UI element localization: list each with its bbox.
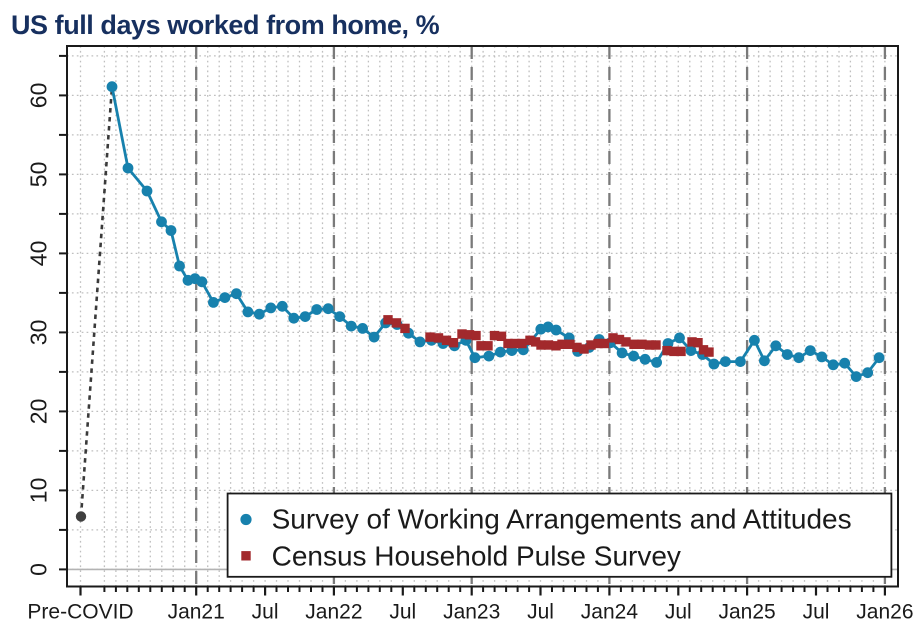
svg-text:US full days worked from home,: US full days worked from home, % bbox=[11, 10, 440, 40]
svg-text:Jan24: Jan24 bbox=[581, 601, 639, 624]
svg-text:Jan23: Jan23 bbox=[443, 601, 500, 624]
svg-text:Jul: Jul bbox=[665, 601, 692, 624]
svg-text:Jul: Jul bbox=[389, 601, 416, 624]
svg-text:Pre-COVID: Pre-COVID bbox=[27, 601, 133, 624]
svg-text:50: 50 bbox=[26, 162, 52, 188]
svg-text:40: 40 bbox=[26, 241, 52, 267]
svg-text:20: 20 bbox=[26, 399, 52, 425]
svg-text:60: 60 bbox=[26, 83, 52, 109]
svg-text:Jan25: Jan25 bbox=[718, 601, 775, 624]
svg-text:Jul: Jul bbox=[252, 601, 279, 624]
svg-text:30: 30 bbox=[26, 320, 52, 346]
svg-text:Jan21: Jan21 bbox=[168, 601, 225, 624]
svg-text:Jan22: Jan22 bbox=[305, 601, 362, 624]
svg-text:Jul: Jul bbox=[803, 601, 830, 624]
svg-text:Census Household Pulse Survey: Census Household Pulse Survey bbox=[272, 540, 681, 571]
svg-text:Jul: Jul bbox=[527, 601, 554, 624]
svg-text:0: 0 bbox=[26, 563, 52, 576]
svg-text:10: 10 bbox=[26, 478, 52, 504]
svg-text:Jan26: Jan26 bbox=[856, 601, 913, 624]
svg-text:Survey of Working Arrangements: Survey of Working Arrangements and Attit… bbox=[272, 504, 852, 535]
